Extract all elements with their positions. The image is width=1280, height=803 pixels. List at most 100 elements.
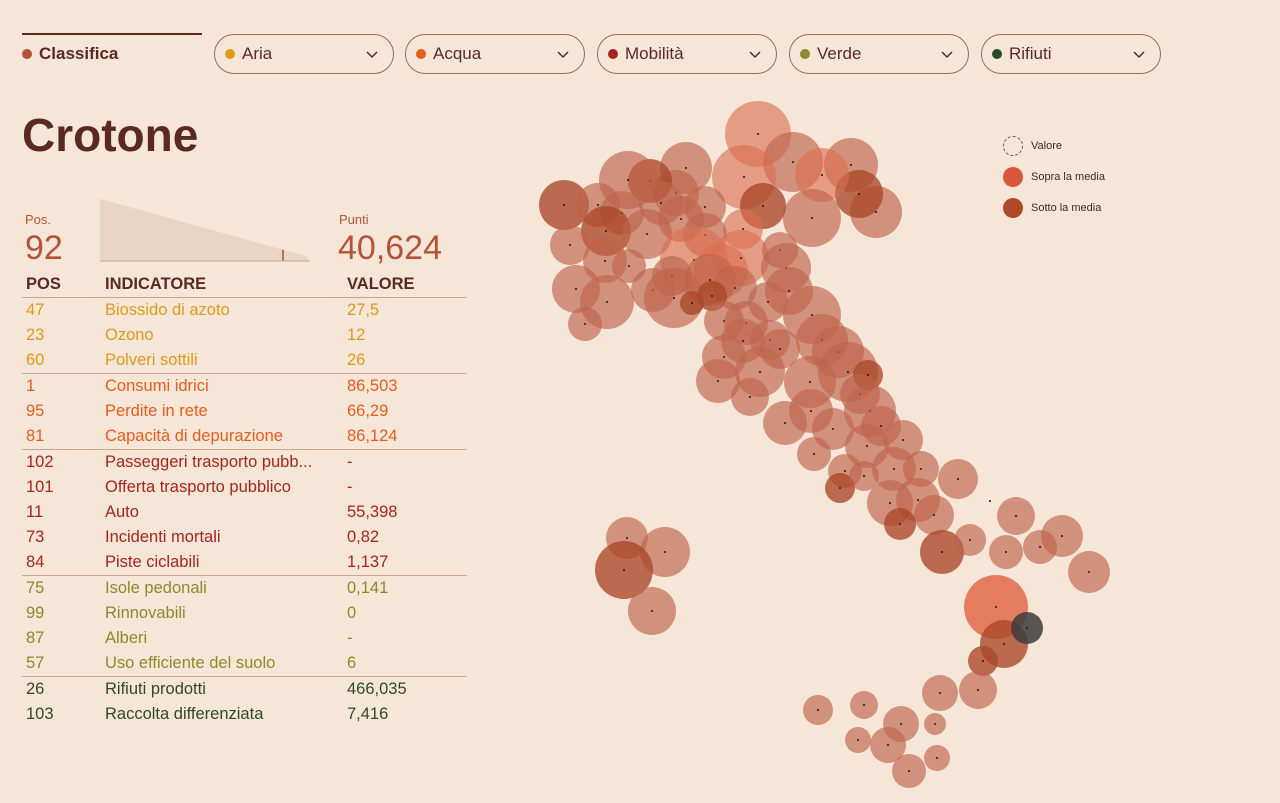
province-center-dot [908, 770, 910, 772]
chevron-down-icon [749, 51, 761, 59]
row-pos: 26 [22, 676, 101, 702]
province-center-dot [597, 204, 599, 206]
row-indicator: Incidenti mortali [105, 528, 221, 546]
row-indicator: Ozono [105, 326, 154, 344]
table-row[interactable]: 75 Isole pedonali 0,141 [22, 575, 467, 601]
province-center-dot [875, 211, 877, 213]
row-indicator: Auto [105, 503, 139, 521]
tab-classifica[interactable]: Classifica [22, 33, 202, 73]
row-indicator: Piste ciclabili [105, 553, 200, 571]
col-valore-header: VALORE [343, 272, 467, 298]
province-center-dot [917, 499, 919, 501]
score-label: Punti [339, 212, 369, 227]
row-pos: 81 [26, 427, 45, 445]
table-row[interactable]: 87 Alberi - [22, 626, 467, 651]
rifiuti-dot-icon [992, 49, 1002, 59]
province-center-dot [847, 371, 849, 373]
row-value: 26 [347, 351, 366, 369]
row-value: 6 [347, 654, 357, 672]
table-row[interactable]: 99 Rinnovabili 0 [22, 601, 467, 626]
province-center-dot [606, 301, 608, 303]
legend-label: Sotto la media [1031, 201, 1102, 214]
chevron-down-icon [941, 51, 953, 59]
row-value: - [343, 449, 467, 475]
row-value: 0 [347, 604, 357, 622]
province-center-dot [605, 230, 607, 232]
province-center-dot [899, 523, 901, 525]
table-row[interactable]: 95 Perdite in rete 66,29 [22, 399, 467, 424]
legend-item-sopra: Sopra la media [1003, 161, 1105, 192]
province-center-dot [902, 439, 904, 441]
province-center-dot [627, 179, 629, 181]
province-center-dot [821, 174, 823, 176]
dropdown-verde[interactable]: Verde [789, 34, 969, 74]
row-pos: 103 [26, 705, 54, 723]
table-row[interactable]: 102 Passeggeri trasporto pubb... - [22, 449, 467, 475]
province-center-dot [717, 380, 719, 382]
province-center-dot [977, 689, 979, 691]
table-row[interactable]: 47 Biossido di azoto 27,5 [22, 298, 467, 324]
tab-label: Classifica [39, 44, 119, 63]
province-center-dot [792, 161, 794, 163]
table-row[interactable]: 1 Consumi idrici 86,503 [22, 373, 467, 399]
province-center-dot [680, 218, 682, 220]
row-pos: 84 [26, 553, 45, 571]
row-pos: 95 [26, 402, 45, 420]
province-center-dot [936, 757, 938, 759]
ranking-distribution-chart [100, 199, 310, 262]
table-row[interactable]: 81 Capacità di depurazione 86,124 [22, 424, 467, 450]
dropdown-aria[interactable]: Aria [214, 34, 394, 74]
score-value: 40,624 [338, 229, 442, 267]
row-pos: 99 [26, 604, 45, 622]
province-center-dot [810, 410, 812, 412]
col-indicatore-header: INDICATORE [101, 272, 343, 298]
dropdown-acqua[interactable]: Acqua [405, 34, 585, 74]
table-row[interactable]: 101 Offerta trasporto pubblico - [22, 475, 467, 500]
row-pos: 101 [26, 478, 54, 496]
province-center-dot [626, 537, 628, 539]
province-center-dot [563, 204, 565, 206]
row-value: 86,124 [347, 427, 398, 445]
table-row[interactable]: 73 Incidenti mortali 0,82 [22, 525, 467, 550]
italy-bubble-map[interactable] [530, 90, 1130, 800]
table-row[interactable]: 11 Auto 55,398 [22, 500, 467, 525]
category-nav: Classifica Aria Acqua Mobilità Verde Rif… [0, 0, 1280, 100]
dropdown-label: Mobilità [625, 44, 684, 63]
table-row[interactable]: 84 Piste ciclabili 1,137 [22, 550, 467, 576]
table-row[interactable]: 23 Ozono 12 [22, 323, 467, 348]
province-center-dot [939, 692, 941, 694]
province-center-dot [1026, 627, 1028, 629]
table-row[interactable]: 57 Uso efficiente del suolo 6 [22, 651, 467, 677]
row-value: 12 [347, 326, 366, 344]
legend-item-sotto: Sotto la media [1003, 192, 1105, 223]
province-center-dot [584, 323, 586, 325]
table-row[interactable]: 60 Polveri sottili 26 [22, 348, 467, 374]
row-indicator: Perdite in rete [105, 402, 208, 420]
province-center-dot [788, 290, 790, 292]
row-indicator: Biossido di azoto [105, 301, 230, 319]
row-indicator: Raccolta differenziata [105, 705, 264, 723]
table-row[interactable]: 26 Rifiuti prodotti 466,035 [22, 676, 467, 702]
province-center-dot [1015, 515, 1017, 517]
province-center-dot [920, 468, 922, 470]
dropdown-rifiuti[interactable]: Rifiuti [981, 34, 1161, 74]
row-pos: 57 [26, 654, 45, 672]
legend-label: Valore [1031, 139, 1062, 152]
province-center-dot [832, 428, 834, 430]
row-indicator: Passeggeri trasporto pubb... [101, 449, 343, 475]
province-center-dot [709, 279, 711, 281]
province-center-dot [887, 744, 889, 746]
province-center-dot [691, 302, 693, 304]
dropdown-mobilita[interactable]: Mobilità [597, 34, 777, 74]
province-center-dot [969, 539, 971, 541]
row-indicator: Isole pedonali [101, 575, 343, 601]
legend-label: Sopra la media [1031, 170, 1105, 183]
province-center-dot [1088, 571, 1090, 573]
row-value: 66,29 [347, 402, 389, 420]
row-pos: 73 [26, 528, 45, 546]
province-center-dot [811, 217, 813, 219]
row-indicator: Rifiuti prodotti [101, 676, 343, 702]
dropdown-label: Acqua [433, 44, 482, 63]
aria-dot-icon [225, 49, 235, 59]
table-row[interactable]: 103 Raccolta differenziata 7,416 [22, 702, 467, 727]
